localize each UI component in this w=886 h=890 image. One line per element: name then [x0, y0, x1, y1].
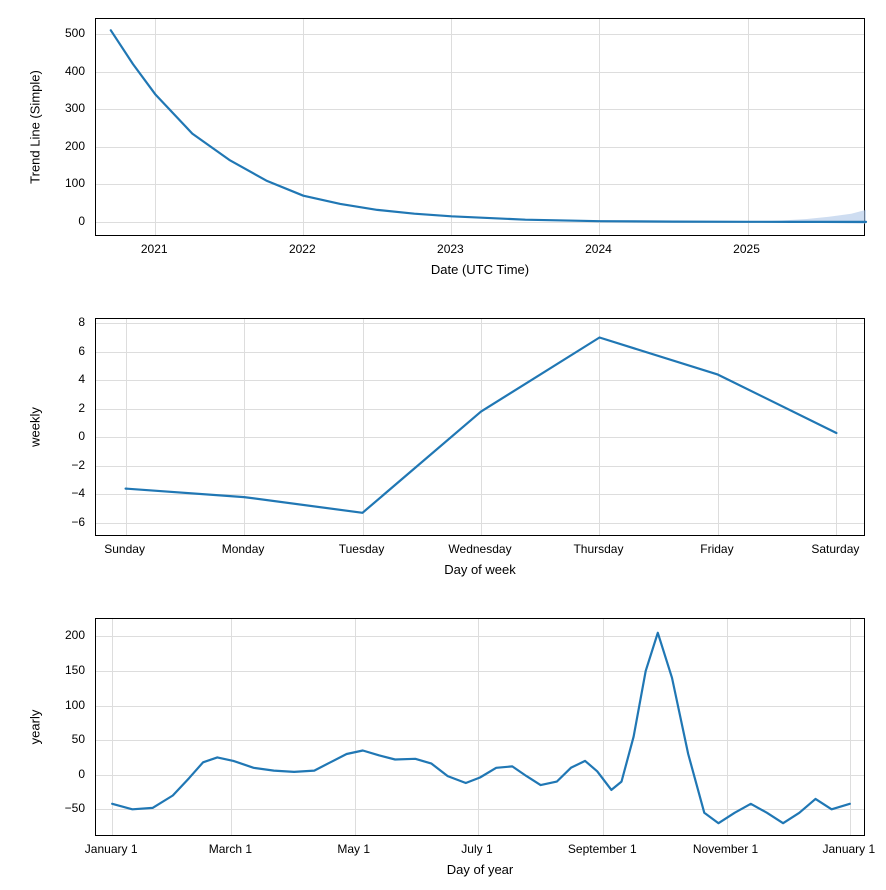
yearly-xlabel: Day of year — [447, 862, 513, 877]
xtick-label: January 1 — [85, 842, 138, 856]
xtick-label: 2023 — [437, 242, 464, 256]
xtick-label: Friday — [700, 542, 733, 556]
trend-line — [111, 30, 866, 222]
weekly-panel — [95, 318, 865, 536]
ytick-label: −6 — [71, 515, 85, 529]
ytick-label: 100 — [65, 698, 85, 712]
yearly-line — [112, 633, 850, 823]
xtick-label: 2022 — [289, 242, 316, 256]
xtick-label: Tuesday — [339, 542, 385, 556]
ytick-label: −4 — [71, 486, 85, 500]
xtick-label: Thursday — [573, 542, 623, 556]
xtick-label: July 1 — [461, 842, 492, 856]
ytick-label: 200 — [65, 628, 85, 642]
ytick-label: 150 — [65, 663, 85, 677]
xtick-label: September 1 — [568, 842, 637, 856]
ytick-label: 300 — [65, 101, 85, 115]
xtick-label: 2024 — [585, 242, 612, 256]
yearly-plot — [96, 619, 866, 837]
ytick-label: 0 — [78, 214, 85, 228]
yearly-ylabel: yearly — [28, 710, 43, 745]
ytick-label: 8 — [78, 315, 85, 329]
xtick-label: Wednesday — [448, 542, 511, 556]
ytick-label: 6 — [78, 344, 85, 358]
trend-panel — [95, 18, 865, 236]
ytick-label: −2 — [71, 458, 85, 472]
ytick-label: 50 — [72, 732, 85, 746]
xtick-label: 2025 — [733, 242, 760, 256]
xtick-label: May 1 — [337, 842, 370, 856]
ytick-label: 500 — [65, 26, 85, 40]
xtick-label: November 1 — [693, 842, 758, 856]
ytick-label: 0 — [78, 767, 85, 781]
trend-xlabel: Date (UTC Time) — [431, 262, 529, 277]
ytick-label: −50 — [65, 801, 85, 815]
weekly-line — [126, 338, 837, 513]
weekly-plot — [96, 319, 866, 537]
xtick-label: March 1 — [209, 842, 252, 856]
ytick-label: 2 — [78, 401, 85, 415]
trend-plot — [96, 19, 866, 237]
trend-ylabel: Trend Line (Simple) — [28, 70, 43, 184]
ytick-label: 0 — [78, 429, 85, 443]
xtick-label: Saturday — [811, 542, 859, 556]
ytick-label: 4 — [78, 372, 85, 386]
xtick-label: January 1 — [822, 842, 875, 856]
ytick-label: 100 — [65, 176, 85, 190]
ytick-label: 200 — [65, 139, 85, 153]
ytick-label: 400 — [65, 64, 85, 78]
xtick-label: 2021 — [141, 242, 168, 256]
weekly-xlabel: Day of week — [444, 562, 516, 577]
figure: Trend Line (Simple) Date (UTC Time) week… — [0, 0, 886, 890]
xtick-label: Sunday — [104, 542, 145, 556]
xtick-label: Monday — [222, 542, 265, 556]
yearly-panel — [95, 618, 865, 836]
weekly-ylabel: weekly — [28, 407, 43, 447]
